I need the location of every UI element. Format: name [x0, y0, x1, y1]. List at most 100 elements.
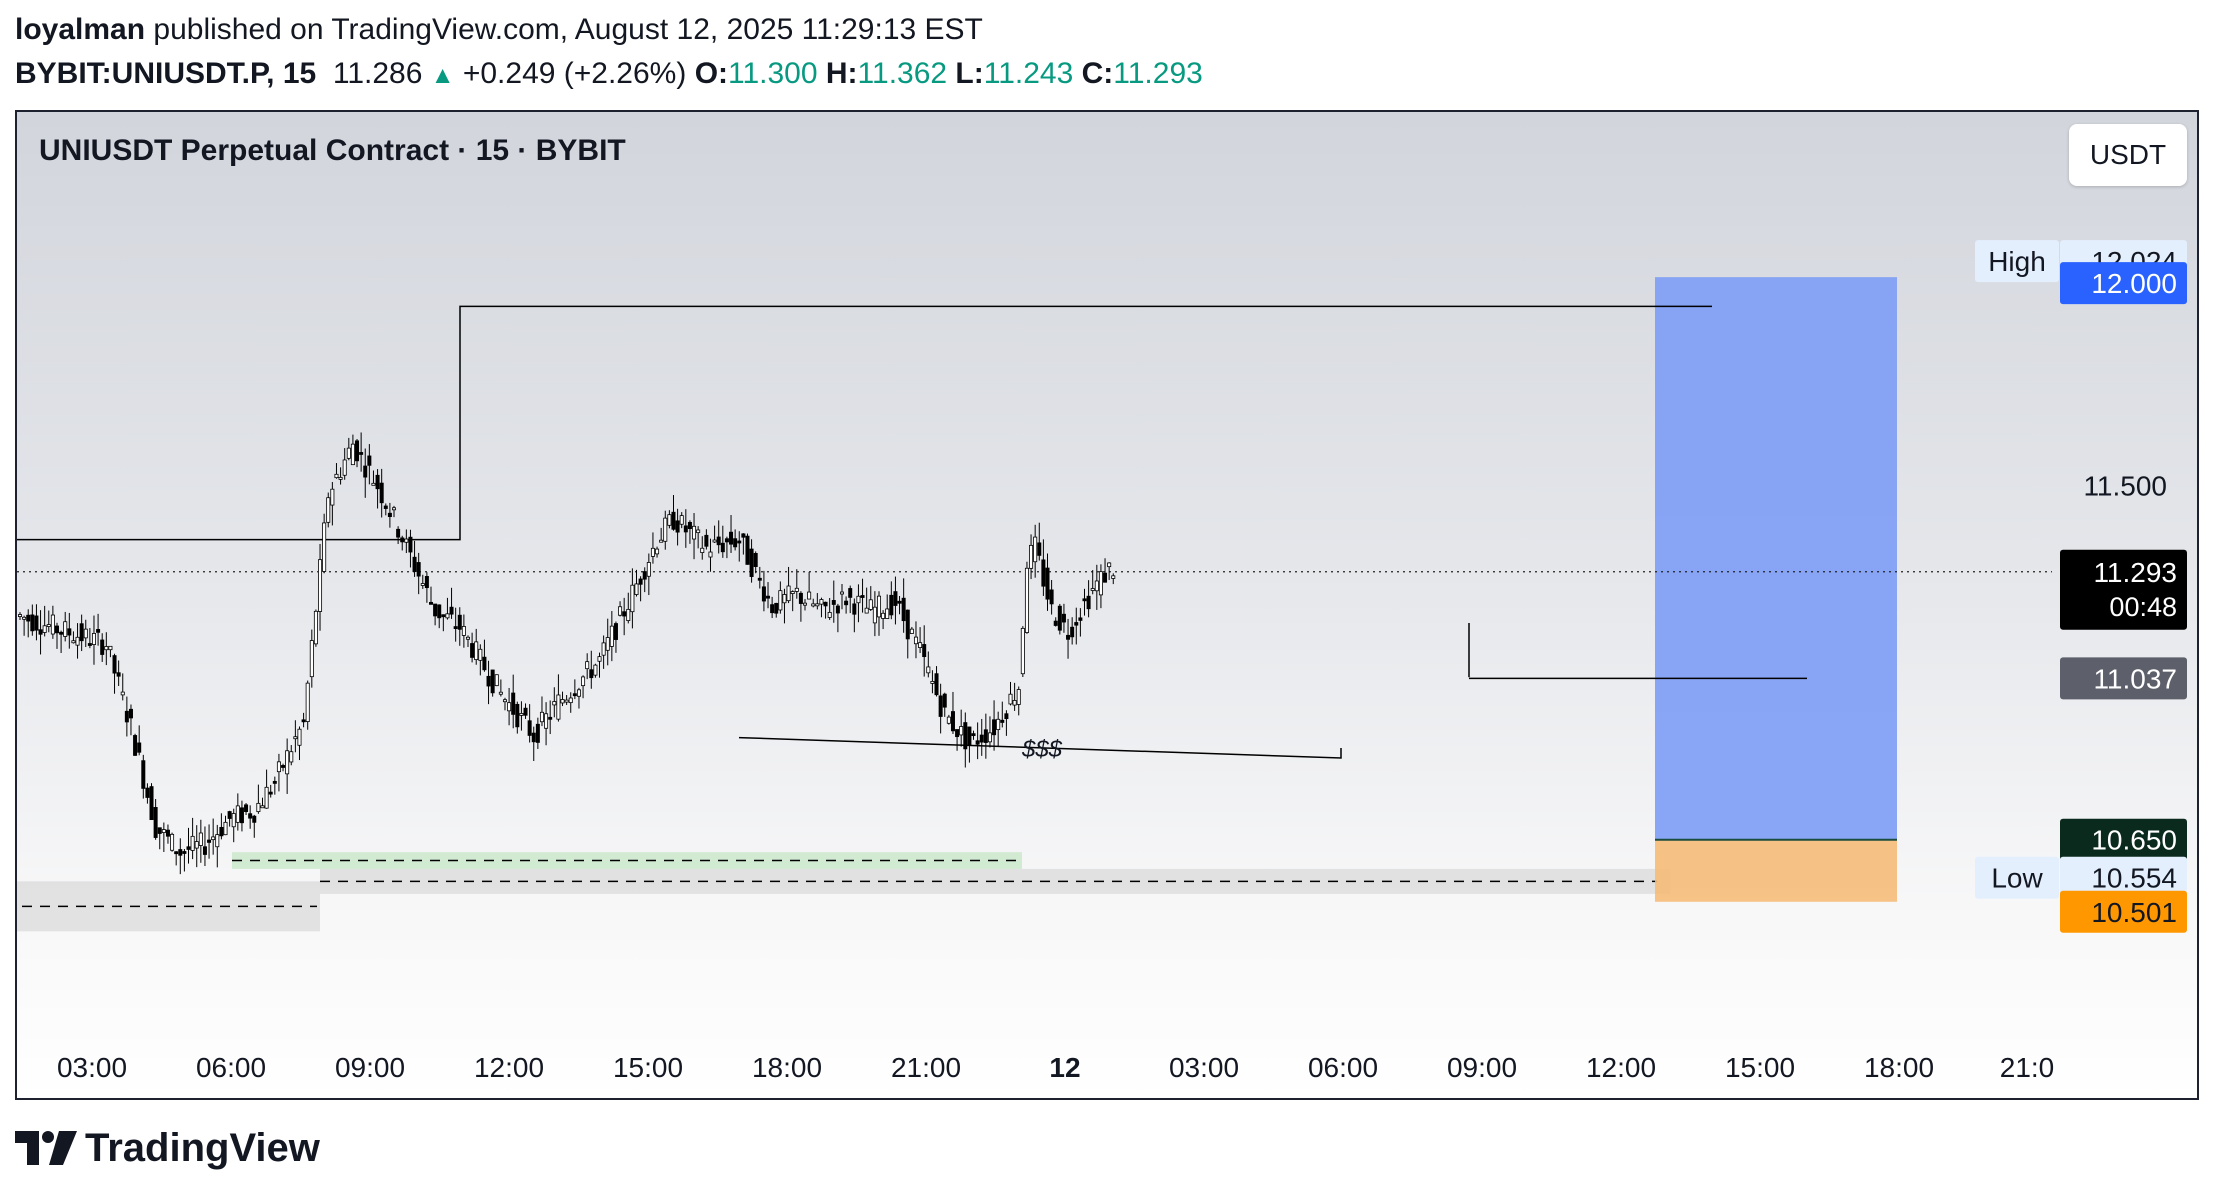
candle-body — [416, 562, 421, 577]
candle-body — [404, 538, 409, 543]
candle-body — [338, 477, 343, 480]
candle-body — [59, 631, 64, 635]
x-tick-label: 06:00 — [1308, 1052, 1378, 1083]
candle-body — [798, 592, 803, 604]
candle-body — [1094, 580, 1099, 592]
tradingview-logo[interactable]: TradingView — [15, 1125, 320, 1171]
candle-body — [720, 542, 725, 553]
candle-body — [441, 614, 446, 618]
currency-button[interactable]: USDT — [2069, 124, 2187, 186]
candle-body — [50, 614, 55, 635]
candles-group — [17, 432, 1116, 875]
candle-body — [593, 664, 598, 676]
candle-body — [642, 571, 647, 580]
candle-body — [190, 835, 195, 851]
candle-body — [979, 734, 984, 743]
x-tick-label: 12 — [1049, 1052, 1080, 1083]
publish-info: loyalman published on TradingView.com, A… — [15, 10, 983, 50]
symbol-info: BYBIT:UNIUSDT.P, 15 11.286 ▲ +0.249 (+2.… — [15, 54, 1203, 96]
x-tick-label: 09:00 — [1447, 1052, 1517, 1083]
price-chip-value: 11.037 — [2093, 663, 2177, 694]
candle-body — [724, 538, 729, 543]
high-label: H: — [825, 57, 858, 90]
candle-body — [67, 628, 72, 636]
candle-body — [424, 576, 429, 589]
candle-body — [141, 760, 146, 789]
tradingview-logo-icon — [15, 1131, 77, 1165]
candle-body — [955, 729, 960, 738]
candle-body — [675, 520, 680, 533]
candle-body — [967, 726, 972, 746]
candle-body — [860, 595, 865, 598]
x-tick-label: 21:00 — [891, 1052, 961, 1083]
candle-body — [239, 807, 244, 824]
candle-body — [626, 608, 631, 621]
candle-body — [1008, 693, 1013, 705]
candle-body — [835, 605, 840, 614]
price-chip-tag: High — [1988, 246, 2046, 277]
candle-body — [650, 547, 655, 557]
candle-body — [1033, 536, 1038, 563]
candle-body — [1074, 622, 1079, 626]
candle-body — [613, 623, 618, 640]
candle-body — [589, 669, 594, 679]
x-tick-label: 18:00 — [1864, 1052, 1934, 1083]
candle-body — [318, 559, 323, 612]
candle-body — [819, 599, 824, 605]
candle-body — [137, 742, 142, 753]
candle-body — [704, 534, 709, 547]
candle-body — [597, 656, 602, 662]
candle-body — [87, 643, 92, 646]
x-tick-label: 12:00 — [474, 1052, 544, 1083]
candle-body — [646, 562, 651, 577]
candle-body — [683, 525, 688, 533]
author[interactable]: loyalman — [15, 13, 146, 46]
candle-body — [334, 473, 339, 479]
chart-canvas[interactable]: $$$11.50010.00012.024High12.00011.29300:… — [17, 112, 2199, 1100]
candle-body — [482, 656, 487, 671]
range-high-line — [17, 305, 1712, 541]
chart-panel[interactable]: $$$11.50010.00012.024High12.00011.29300:… — [15, 110, 2199, 1100]
candle-body — [120, 691, 125, 696]
close-label: C: — [1081, 57, 1114, 90]
price-change: +0.249 (+2.26%) — [462, 57, 687, 90]
candle-body — [679, 515, 684, 525]
candle-body — [433, 603, 438, 617]
x-tick-label: 06:00 — [196, 1052, 266, 1083]
candle-body — [157, 827, 162, 834]
candle-body — [248, 813, 253, 819]
candle-body — [687, 521, 692, 530]
x-tick-label: 18:00 — [752, 1052, 822, 1083]
candle-body — [91, 633, 96, 645]
candle-body — [46, 624, 51, 627]
candle-body — [729, 531, 734, 545]
last-price: 11.286 — [332, 57, 423, 90]
price-chip-value: 10.554 — [2091, 863, 2177, 894]
candle-body — [996, 718, 1001, 730]
candle-body — [100, 639, 105, 655]
candle-body — [848, 588, 853, 598]
x-tick-label: 15:00 — [1725, 1052, 1795, 1083]
candle-body — [1024, 567, 1029, 633]
y-tick-label: 10.000 — [2081, 1096, 2167, 1100]
candle-body — [330, 488, 335, 506]
candle-body — [753, 553, 758, 568]
price-chip-countdown: 00:48 — [2109, 592, 2177, 622]
price-chip-tag-bg — [1975, 240, 2059, 283]
candle-body — [465, 636, 470, 640]
candle-body — [494, 674, 499, 687]
candle-body — [786, 585, 791, 602]
candle-body — [1004, 713, 1009, 720]
price-chip-tag-bg — [1975, 856, 2059, 899]
candle-body — [244, 804, 249, 812]
high-value: 11.362 — [857, 57, 948, 90]
candle-body — [133, 735, 138, 756]
price-chip-value: 10.650 — [2091, 825, 2177, 856]
candle-body — [498, 691, 503, 695]
x-tick-label: 21:0 — [2000, 1052, 2055, 1083]
candle-body — [30, 614, 35, 632]
candle-body — [309, 640, 314, 678]
candle-body — [811, 603, 816, 607]
candle-body — [638, 578, 643, 585]
candle-body — [346, 447, 351, 459]
